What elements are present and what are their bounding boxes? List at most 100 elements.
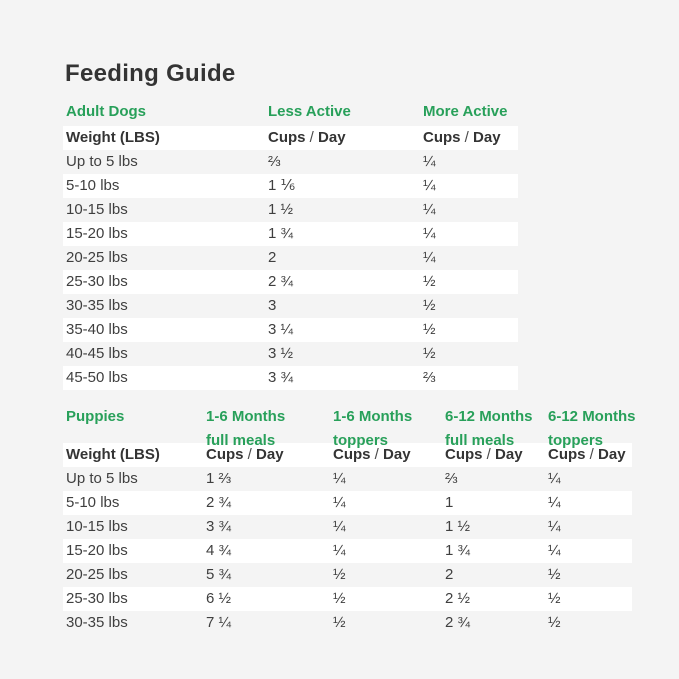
weight-cell: 5-10 lbs	[66, 177, 120, 194]
more-active-column-header: More Active	[423, 103, 508, 120]
puppies-rows: Weight (LBS) Cups / Day Cups / Day Cups …	[63, 443, 632, 635]
table-row: 20-25 lbs 5 ¾ ½ 2 ½	[63, 563, 632, 587]
more-active-cell: ¼	[423, 249, 436, 266]
table-row: 35-40 lbs 3 ¼ ½	[63, 318, 518, 342]
value-cell: ½	[548, 614, 561, 631]
value-cell: 4 ¾	[206, 542, 232, 559]
value-cell: ¼	[548, 494, 561, 511]
less-active-cell: ⅔	[268, 153, 281, 170]
more-active-cell: ¼	[423, 225, 436, 242]
value-cell: ⅔	[445, 470, 458, 487]
less-active-cell: 3 ¼	[268, 321, 294, 338]
value-cell: 2 ½	[445, 590, 471, 607]
more-active-cell: ½	[423, 297, 436, 314]
weight-cell: 10-15 lbs	[66, 201, 128, 218]
more-active-cell: ¼	[423, 177, 436, 194]
puppies-header-row: Weight (LBS) Cups / Day Cups / Day Cups …	[63, 443, 632, 467]
table-row: 5-10 lbs 2 ¾ ¼ 1 ¼	[63, 491, 632, 515]
more-active-cell: ½	[423, 321, 436, 338]
col-1-6-full-meals-header: 1-6 Months full meals	[206, 408, 286, 449]
weight-cell: 25-30 lbs	[66, 590, 128, 607]
puppies-section-header: Puppies 1-6 Months full meals 1-6 Months t…	[63, 405, 636, 449]
col-1-6-toppers-header: 1-6 Months toppers	[333, 408, 413, 449]
value-cell: 1 ⅔	[206, 470, 232, 487]
table-row: 20-25 lbs 2 ¼	[63, 246, 518, 270]
col-6-12-toppers-header: 6-12 Months toppers	[548, 408, 636, 449]
weight-cell: 35-40 lbs	[66, 321, 128, 338]
table-row: 30-35 lbs 3 ½	[63, 294, 518, 318]
more-active-cell: ⅔	[423, 369, 436, 386]
weight-cell: 30-35 lbs	[66, 614, 128, 631]
slash: /	[374, 446, 379, 463]
weight-cell: 25-30 lbs	[66, 273, 128, 290]
weight-cell: 5-10 lbs	[66, 494, 120, 511]
cups-day-header: Cups / Day	[206, 446, 284, 463]
weight-cell: 15-20 lbs	[66, 225, 128, 242]
adult-dogs-table: Adult Dogs Less Active More Active Weigh…	[63, 100, 518, 390]
less-active-cell: 1 ¾	[268, 225, 294, 242]
weight-cell: 10-15 lbs	[66, 518, 128, 535]
table-row: 30-35 lbs 7 ¼ ½ 2 ¾ ½	[63, 611, 632, 635]
weight-cell: 15-20 lbs	[66, 542, 128, 559]
table-row: 25-30 lbs 6 ½ ½ 2 ½ ½	[63, 587, 632, 611]
value-cell: 1	[445, 494, 454, 511]
table-row: Up to 5 lbs ⅔ ¼	[63, 150, 518, 174]
table-row: 15-20 lbs 1 ¾ ¼	[63, 222, 518, 246]
value-cell: ¼	[548, 470, 561, 487]
value-cell: 7 ¼	[206, 614, 232, 631]
more-active-cell: ¼	[423, 201, 436, 218]
table-row: 45-50 lbs 3 ¾ ⅔	[63, 366, 518, 390]
weight-cell: 20-25 lbs	[66, 566, 128, 583]
table-row: 40-45 lbs 3 ½ ½	[63, 342, 518, 366]
less-active-cell: 2 ¾	[268, 273, 294, 290]
weight-cell: 40-45 lbs	[66, 345, 128, 362]
puppies-table: Puppies 1-6 Months full meals 1-6 Months t…	[63, 405, 636, 635]
weight-cell: 45-50 lbs	[66, 369, 128, 386]
table-row: 10-15 lbs 3 ¾ ¼ 1 ½ ¼	[63, 515, 632, 539]
value-cell: ¼	[333, 494, 346, 511]
weight-cell: 30-35 lbs	[66, 297, 128, 314]
slash: /	[486, 446, 491, 463]
weight-header: Weight (LBS)	[66, 446, 160, 463]
value-cell: ¼	[333, 470, 346, 487]
cups-day-header: Cups / Day	[548, 446, 626, 463]
less-active-cell: 1 ½	[268, 201, 294, 218]
less-active-cell: 3	[268, 297, 277, 314]
more-active-cell: ½	[423, 273, 436, 290]
value-cell: 3 ¾	[206, 518, 232, 535]
slash: /	[247, 446, 252, 463]
weight-cell: Up to 5 lbs	[66, 470, 138, 487]
slash: /	[464, 129, 469, 146]
slash: /	[589, 446, 594, 463]
value-cell: 1 ¾	[445, 542, 471, 559]
value-cell: ¼	[548, 542, 561, 559]
less-active-cell: 1 ⅙	[268, 177, 296, 194]
value-cell: ½	[548, 566, 561, 583]
value-cell: ¼	[333, 542, 346, 559]
value-cell: ¼	[333, 518, 346, 535]
value-cell: 5 ¾	[206, 566, 232, 583]
weight-header: Weight (LBS)	[66, 129, 160, 146]
adult-section-header: Adult Dogs Less Active More Active	[63, 100, 518, 122]
value-cell: 6 ½	[206, 590, 232, 607]
slash: /	[309, 129, 314, 146]
cups-day-header: Cups / Day	[333, 446, 411, 463]
value-cell: ½	[333, 566, 346, 583]
less-active-cell: 2	[268, 249, 277, 266]
adult-rows: Weight (LBS) Cups / Day Cups / Day Up to…	[63, 126, 518, 390]
more-active-cell: ¼	[423, 153, 436, 170]
cups-day-header: Cups / Day	[423, 129, 501, 146]
table-row: Up to 5 lbs 1 ⅔ ¼ ⅔ ¼	[63, 467, 632, 491]
adult-header-row: Weight (LBS) Cups / Day Cups / Day	[63, 126, 518, 150]
puppies-label: Puppies	[66, 408, 125, 425]
value-cell: ½	[333, 590, 346, 607]
page-title: Feeding Guide	[65, 60, 236, 87]
less-active-cell: 3 ¾	[268, 369, 294, 386]
value-cell: 1 ½	[445, 518, 471, 535]
value-cell: ½	[548, 590, 561, 607]
col-6-12-full-meals-header: 6-12 Months full meals	[445, 408, 533, 449]
value-cell: ½	[333, 614, 346, 631]
table-row: 25-30 lbs 2 ¾ ½	[63, 270, 518, 294]
more-active-cell: ½	[423, 345, 436, 362]
